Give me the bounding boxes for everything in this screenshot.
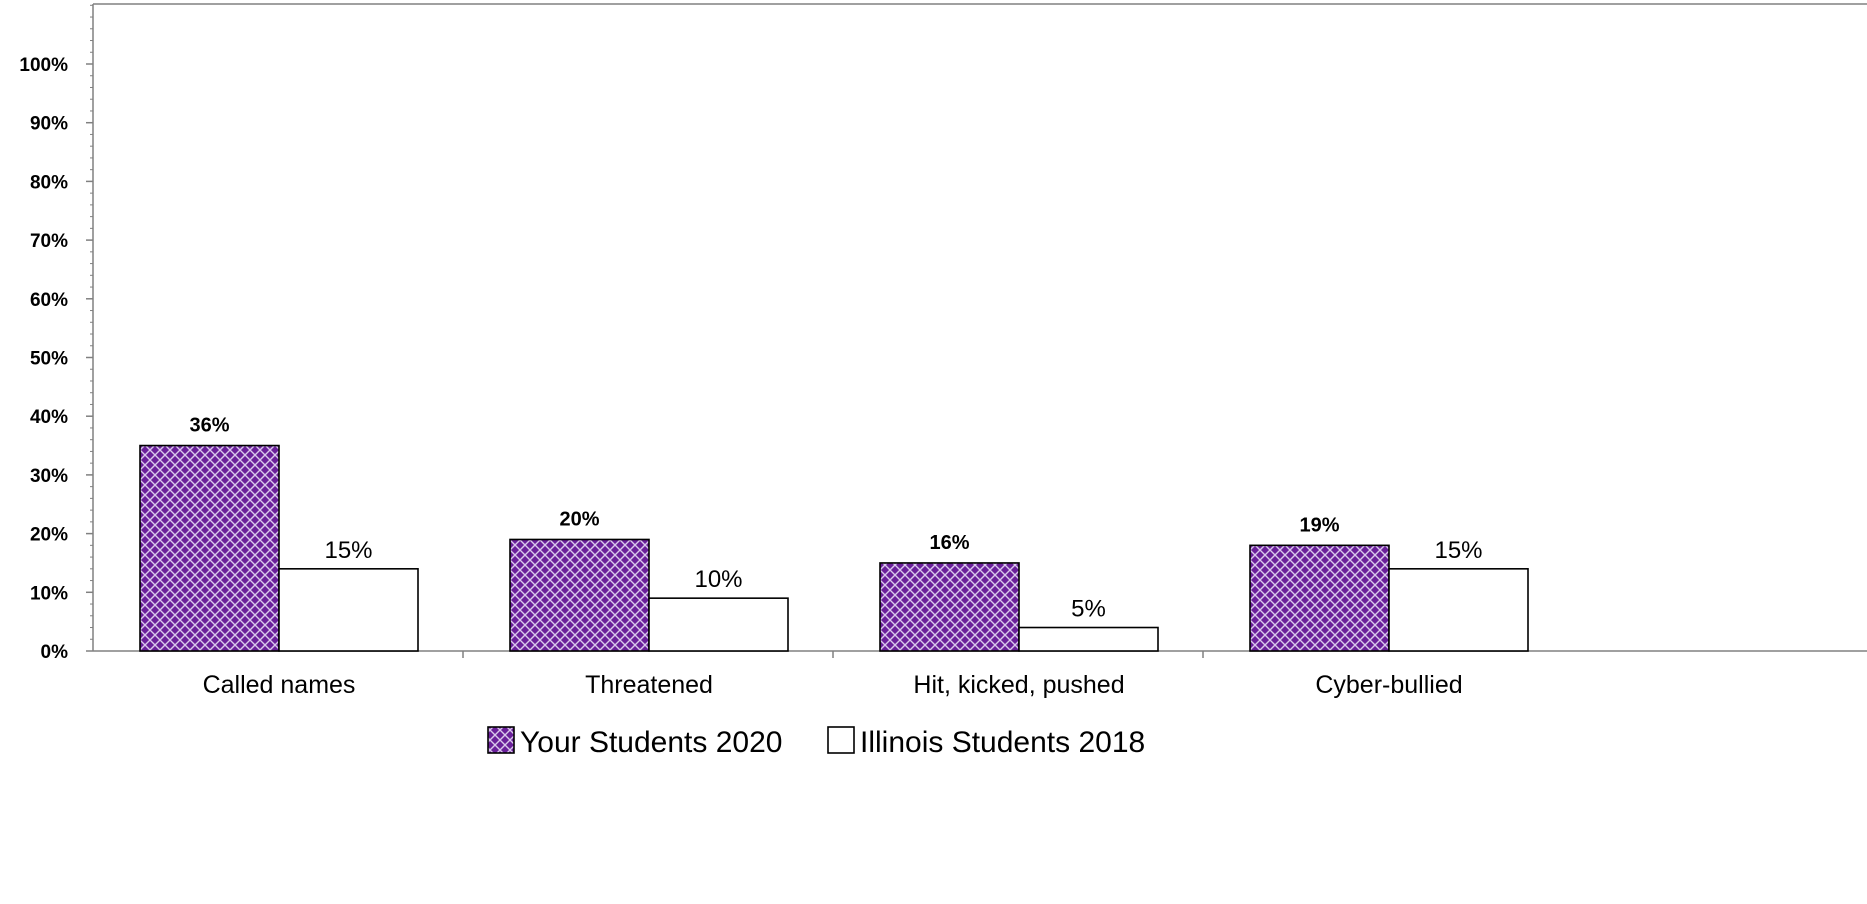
bar-illinois-students-2018 xyxy=(278,568,419,652)
y-tick-label: 40% xyxy=(30,407,68,428)
bar-your-students-2020 xyxy=(509,538,650,652)
x-tick-label: Called names xyxy=(203,671,356,699)
bar-illinois-students-2018 xyxy=(1018,626,1159,652)
legend-swatch-illinois-students-2018 xyxy=(827,726,855,754)
data-label: 10% xyxy=(694,566,742,593)
y-tick-label: 50% xyxy=(30,349,68,370)
x-tick-label: Hit, kicked, pushed xyxy=(913,671,1124,699)
y-tick-label: 100% xyxy=(19,55,68,76)
bar-your-students-2020 xyxy=(139,444,280,652)
y-tick-label: 30% xyxy=(30,466,68,487)
y-tick-label: 70% xyxy=(30,231,68,252)
y-tick-label: 20% xyxy=(30,525,68,546)
y-tick-label: 0% xyxy=(41,642,69,663)
y-tick-label: 80% xyxy=(30,172,68,193)
y-tick-label: 60% xyxy=(30,290,68,311)
bar-your-students-2020 xyxy=(879,562,1020,652)
bar-illinois-students-2018 xyxy=(1388,568,1529,652)
bar-your-students-2020 xyxy=(1249,544,1390,652)
data-label: 5% xyxy=(1071,596,1106,623)
x-tick-label: Threatened xyxy=(585,671,713,699)
y-tick-label: 10% xyxy=(30,583,68,604)
legend-swatch-your-students-2020 xyxy=(487,726,515,754)
data-label: 15% xyxy=(324,537,372,564)
data-label: 19% xyxy=(1299,514,1339,536)
legend: Your Students 2020 Illinois Students 2018 xyxy=(487,726,1145,759)
x-tick-label: Cyber-bullied xyxy=(1315,671,1462,699)
legend-label: Illinois Students 2018 xyxy=(860,726,1145,759)
data-label: 20% xyxy=(559,508,599,530)
data-label: 16% xyxy=(929,532,969,554)
data-label: 15% xyxy=(1434,537,1482,564)
bar-illinois-students-2018 xyxy=(648,597,789,652)
legend-label: Your Students 2020 xyxy=(520,726,782,759)
plot-area: 0% 10% 20% 30% 40% 50% 60% 70% 80% 90% 100% 36% 15% C… xyxy=(19,3,1867,699)
y-tick-label: 90% xyxy=(30,114,68,135)
data-label: 36% xyxy=(189,415,229,437)
